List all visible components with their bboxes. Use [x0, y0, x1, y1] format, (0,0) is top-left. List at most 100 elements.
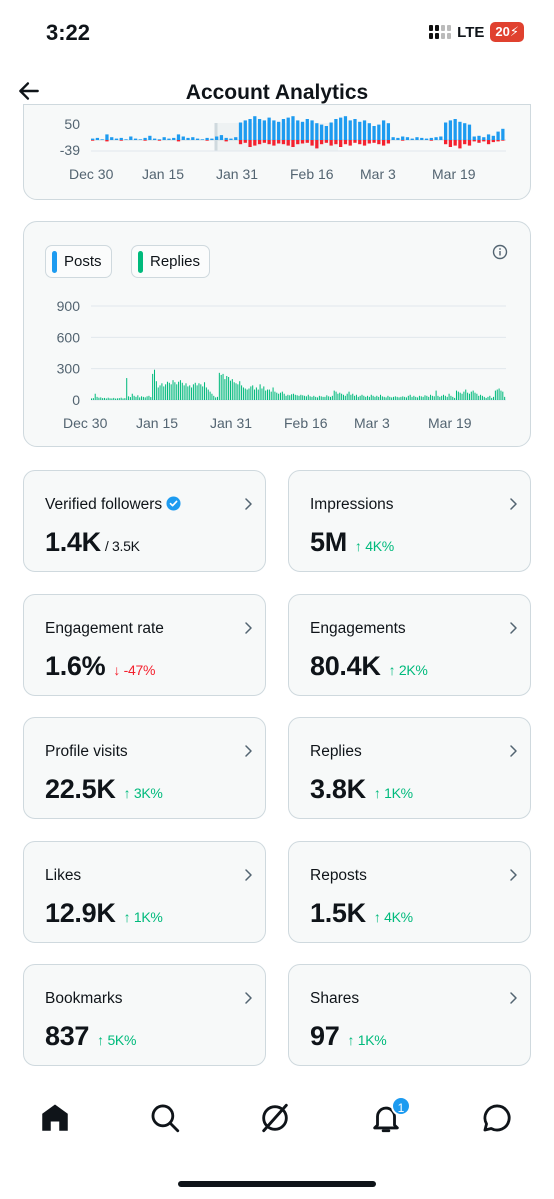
- overview-positive-bar: [396, 137, 400, 140]
- stat-card[interactable]: Engagement rate 1.6% ↓ -47%: [23, 594, 266, 696]
- overview-negative-bar: [319, 140, 324, 145]
- overview-negative-bar: [286, 140, 290, 146]
- replies-bar: [109, 398, 111, 400]
- replies-bar: [178, 381, 180, 400]
- replies-swatch: [138, 250, 143, 273]
- replies-bar: [296, 395, 298, 400]
- x-tick-label: Dec 30: [69, 166, 114, 182]
- stat-card[interactable]: Verified followers 1.4K/ 3.5K: [23, 470, 266, 572]
- overview-positive-bar: [91, 138, 95, 140]
- replies-bar: [233, 382, 235, 400]
- replies-bar: [111, 398, 113, 400]
- nav-messages[interactable]: [480, 1101, 520, 1141]
- replies-bar: [376, 395, 378, 400]
- stat-card[interactable]: Impressions 5M ↑ 4K%: [288, 470, 531, 572]
- overview-negative-bar: [224, 140, 228, 142]
- nav-search[interactable]: [148, 1101, 188, 1141]
- overview-positive-bar: [439, 136, 443, 140]
- stat-card[interactable]: Engagements 80.4K ↑ 2K%: [288, 594, 531, 696]
- x-tick-label: Jan 31: [210, 415, 252, 431]
- replies-bar: [237, 384, 239, 400]
- legend-posts-toggle[interactable]: Posts: [45, 245, 112, 278]
- bell-icon: [373, 1106, 399, 1133]
- overview-positive-bar: [191, 137, 195, 140]
- replies-bar: [487, 396, 489, 400]
- replies-bar: [218, 372, 220, 400]
- replies-bar: [152, 373, 154, 400]
- stat-card[interactable]: Profile visits 22.5K ↑ 3K%: [23, 717, 266, 819]
- replies-bar: [324, 396, 326, 400]
- replies-bar: [489, 395, 491, 400]
- overview-positive-bar: [296, 120, 300, 140]
- nav-notifications[interactable]: 1: [369, 1096, 411, 1141]
- legend-replies-toggle[interactable]: Replies: [131, 245, 211, 278]
- overview-positive-bar: [205, 137, 209, 140]
- replies-bar: [228, 377, 230, 400]
- replies-bar: [292, 393, 294, 400]
- replies-bar: [485, 397, 487, 400]
- replies-bar: [285, 395, 287, 400]
- stat-label-text: Shares: [310, 990, 360, 1007]
- replies-bar: [431, 395, 433, 400]
- network-type: LTE: [457, 23, 485, 41]
- replies-bar: [502, 391, 504, 400]
- chevron-right-icon: [510, 745, 517, 757]
- replies-bar: [480, 394, 482, 400]
- replies-bar: [157, 387, 159, 400]
- stat-card[interactable]: Reposts 1.5K ↑ 4K%: [288, 841, 531, 943]
- replies-bar: [405, 397, 407, 400]
- overview-negative-bar: [448, 140, 453, 147]
- replies-bar: [192, 384, 194, 400]
- chart-range-selector[interactable]: [216, 123, 338, 151]
- stat-card[interactable]: Shares 97 ↑ 1K%: [288, 964, 531, 1066]
- stat-value-row: 1.4K/ 3.5K: [45, 527, 140, 558]
- overview-negative-bar: [353, 140, 357, 143]
- header: Account Analytics: [0, 66, 554, 122]
- stat-card[interactable]: Replies 3.8K ↑ 1K%: [288, 717, 531, 819]
- replies-bar: [359, 395, 361, 400]
- info-icon[interactable]: [492, 244, 508, 260]
- overview-positive-bar: [420, 137, 424, 140]
- stat-label: Verified followers: [45, 496, 181, 514]
- replies-bar: [380, 394, 382, 400]
- nav-grok[interactable]: [258, 1101, 298, 1141]
- replies-bar: [179, 380, 181, 400]
- stat-card[interactable]: Bookmarks 837 ↑ 5K%: [23, 964, 266, 1066]
- overview-negative-bar: [381, 140, 386, 146]
- overview-negative-bar: [176, 140, 181, 142]
- replies-bar: [461, 393, 463, 400]
- stat-value: 80.4K: [310, 651, 381, 681]
- nav-home[interactable]: [38, 1101, 78, 1141]
- chevron-right-icon: [245, 992, 252, 1004]
- replies-bar: [300, 394, 302, 400]
- replies-bar: [448, 393, 450, 400]
- replies-bar: [229, 380, 231, 400]
- replies-bar: [446, 396, 448, 400]
- chevron-right-icon: [510, 869, 517, 881]
- replies-bar: [326, 395, 328, 400]
- replies-bar: [454, 397, 456, 400]
- replies-bar: [315, 396, 317, 400]
- overview-positive-bar: [215, 136, 219, 140]
- stat-label: Engagements: [310, 620, 406, 638]
- stat-label-text: Profile visits: [45, 743, 128, 760]
- replies-bar: [148, 395, 150, 400]
- replies-bar: [241, 385, 243, 400]
- stat-label: Impressions: [310, 496, 394, 514]
- x-tick-label: Jan 15: [142, 166, 184, 182]
- stat-card[interactable]: Likes 12.9K ↑ 1K%: [23, 841, 266, 943]
- replies-bar: [207, 389, 209, 400]
- overview-positive-bar: [257, 119, 262, 140]
- chevron-right-icon: [245, 622, 252, 634]
- overview-negative-bar: [291, 140, 295, 147]
- replies-bar: [276, 392, 278, 400]
- stat-label-text: Replies: [310, 743, 362, 760]
- replies-bar: [430, 394, 432, 400]
- search-icon: [151, 1104, 180, 1133]
- chevron-right-icon: [510, 992, 517, 1004]
- overview-positive-bar: [262, 120, 266, 140]
- back-button[interactable]: [16, 78, 50, 108]
- overview-negative-bar: [482, 140, 486, 142]
- overview-positive-bar: [172, 137, 176, 140]
- replies-bar: [317, 397, 319, 400]
